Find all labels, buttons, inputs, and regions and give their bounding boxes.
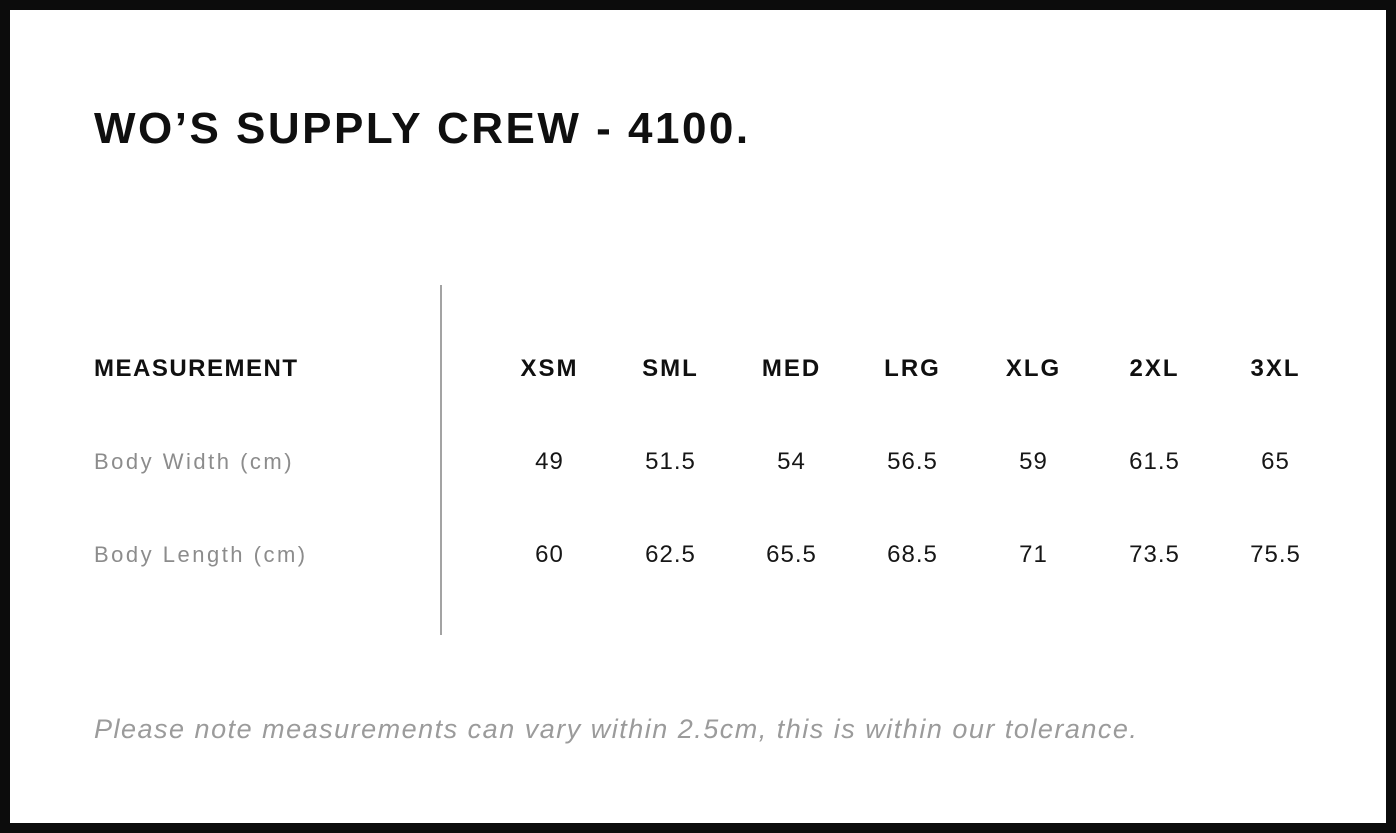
body-length-med: 65.5 <box>766 540 817 568</box>
body-width-lrg: 56.5 <box>887 447 938 475</box>
column-header-xlg: XLG <box>1005 354 1062 382</box>
size-table: MEASUREMENT XSM SML MED LRG XLG 2XL 3XL … <box>94 322 1336 601</box>
body-width-med: 54 <box>777 447 806 475</box>
body-length-xlg: 71 <box>1019 540 1048 568</box>
page-title: WO’S SUPPLY CREW - 4100. <box>94 104 751 153</box>
row-label-body-length: Body Length (cm) <box>94 541 308 567</box>
body-width-2xl: 61.5 <box>1129 447 1180 475</box>
body-length-3xl: 75.5 <box>1250 540 1301 568</box>
column-header-lrg: LRG <box>884 354 941 382</box>
tolerance-note: Please note measurements can vary within… <box>94 714 1139 744</box>
column-divider-line <box>440 285 442 635</box>
column-header-3xl: 3XL <box>1250 354 1301 382</box>
column-header-2xl: 2XL <box>1129 354 1180 382</box>
column-header-measurement: MEASUREMENT <box>94 354 299 382</box>
body-length-2xl: 73.5 <box>1129 540 1180 568</box>
body-length-lrg: 68.5 <box>887 540 938 568</box>
column-header-med: MED <box>761 354 822 382</box>
body-length-xsm: 60 <box>535 540 564 568</box>
body-width-sml: 51.5 <box>645 447 696 475</box>
body-width-xlg: 59 <box>1019 447 1048 475</box>
column-header-xsm: XSM <box>520 354 579 382</box>
row-label-body-width: Body Width (cm) <box>94 448 295 474</box>
body-width-3xl: 65 <box>1261 447 1290 475</box>
body-length-sml: 62.5 <box>645 540 696 568</box>
column-header-sml: SML <box>642 354 699 382</box>
body-width-xsm: 49 <box>535 447 564 475</box>
